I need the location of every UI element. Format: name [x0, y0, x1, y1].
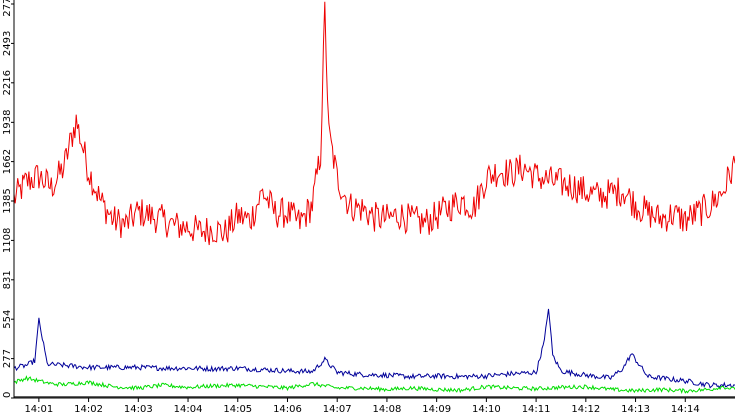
x-tick-label: 14:01 [24, 404, 53, 415]
y-tick-label: 1108 [2, 228, 13, 253]
x-tick-label: 14:12 [571, 404, 600, 415]
y-tick-label: 2493 [2, 31, 13, 56]
y-tick-label: 554 [2, 310, 13, 329]
series-layer [13, 1, 735, 398]
y-tick-label: 831 [2, 270, 13, 289]
series-line-1 [13, 1, 735, 246]
x-tick-label: 14:03 [124, 404, 153, 415]
x-tick-label: 14:10 [472, 404, 501, 415]
series-line-2 [13, 308, 735, 389]
y-tick-label: 0 [2, 392, 13, 398]
x-tick-label: 14:04 [174, 404, 203, 415]
series-line-3 [13, 375, 735, 395]
x-tick-label: 14:08 [373, 404, 402, 415]
y-tick-label: 2216 [2, 70, 13, 95]
y-tick-label: 1385 [2, 188, 13, 213]
x-tick-label: 14:07 [323, 404, 352, 415]
y-tick-label: 2770 [2, 0, 13, 17]
x-tick-label: 14:02 [74, 404, 103, 415]
x-tick-label: 14:14 [671, 404, 700, 415]
y-tick-label: 1938 [2, 110, 13, 135]
y-tick-label: 1662 [2, 149, 13, 174]
y-tick-label: 277 [2, 349, 13, 368]
x-tick-label: 14:09 [422, 404, 451, 415]
x-tick-label: 14:11 [522, 404, 551, 415]
x-tick-label: 14:06 [273, 404, 302, 415]
x-tick-label: 14:05 [223, 404, 252, 415]
x-tick-label: 14:13 [621, 404, 650, 415]
